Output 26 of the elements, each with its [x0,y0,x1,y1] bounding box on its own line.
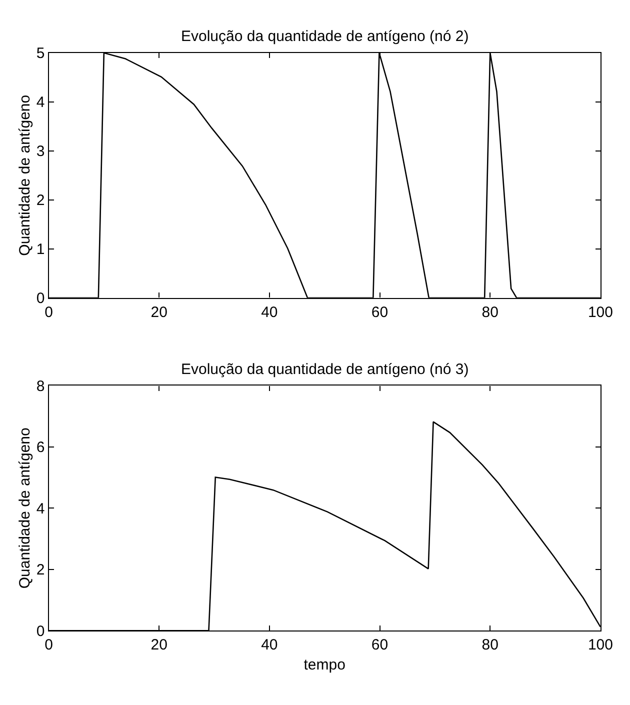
x-tick-label: 20 [150,636,168,654]
x-tick-label: 80 [482,636,498,654]
chart-title: Evolução da quantidade de antígeno (nó 2) [181,28,469,45]
x-tick-label: 60 [371,304,388,321]
y-axis-title: Quantidade de antígeno [16,428,34,589]
y-axis-title: Quantidade de antígeno [16,94,34,256]
y-tick-label: 4 [36,500,45,518]
x-axis-title: tempo [304,656,346,674]
y-tick-label: 2 [36,562,45,579]
x-tick-label: 40 [261,636,278,654]
x-tick-label: 100 [588,636,613,654]
y-tick-label: 2 [36,192,45,210]
x-tick-label: 80 [482,304,498,321]
y-tick-label: 6 [36,439,45,456]
x-tick-label: 40 [261,304,278,321]
x-tick-label: 20 [150,304,168,321]
y-tick-label: 4 [36,94,45,112]
x-tick-label: 60 [371,636,388,654]
x-tick-label: 100 [588,304,613,321]
y-tick-label: 1 [36,241,45,258]
chart-title: Evolução da quantidade de antígeno (nó 3) [181,361,469,378]
y-tick-label: 0 [36,290,45,308]
y-tick-label: 5 [36,45,45,62]
y-tick-label: 0 [36,622,45,640]
y-tick-label: 8 [36,378,45,395]
y-tick-label: 3 [36,143,45,160]
